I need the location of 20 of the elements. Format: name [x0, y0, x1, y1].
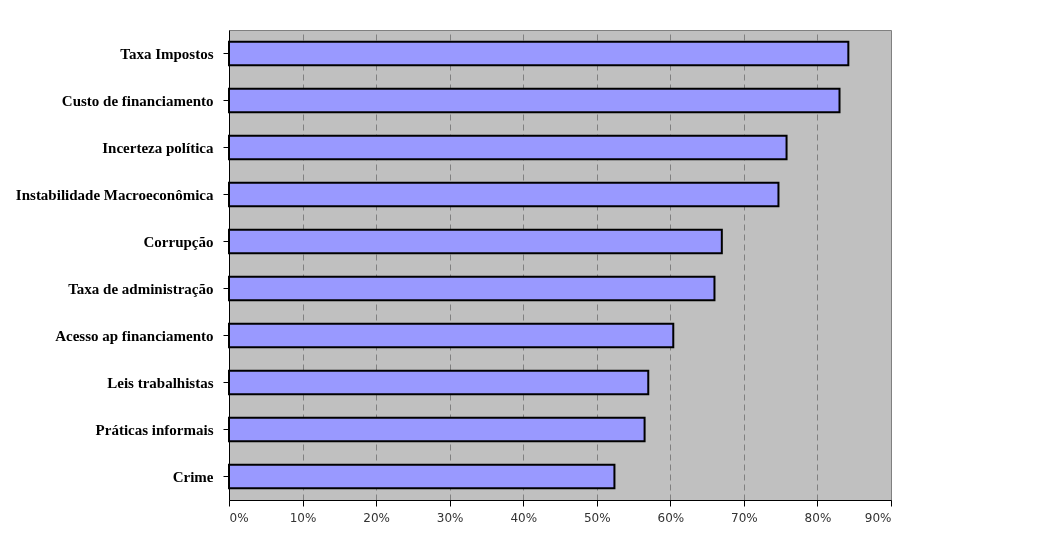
y-tick-label: Crime	[172, 468, 214, 485]
x-tick-label: 20%	[363, 510, 390, 525]
x-tick-label: 40%	[510, 510, 538, 525]
y-tick-label: Custo de financiamento	[61, 92, 214, 109]
y-tick-label: Instabilidade Macroeconômica	[15, 186, 214, 203]
y-tick-label: Taxa Impostos	[120, 45, 214, 62]
x-tick-label: 90%	[864, 510, 892, 525]
x-tick-label: 70%	[731, 510, 758, 525]
x-tick-label: 10%	[289, 510, 317, 525]
y-tick-label: Incerteza política	[102, 139, 214, 156]
y-tick-label: Acesso ap financiamento	[55, 327, 214, 344]
x-tick-label: 80%	[804, 510, 832, 525]
y-tick-label: Leis trabalhistas	[107, 374, 214, 391]
x-tick-label: 60%	[657, 510, 685, 525]
y-tick-label: Taxa de administração	[68, 280, 214, 297]
x-tick-label: 0%	[229, 510, 249, 525]
y-tick-label: Práticas informais	[95, 421, 214, 438]
x-tick-label: 50%	[583, 510, 611, 525]
y-tick-label: Corrupção	[143, 233, 214, 250]
x-tick-label: 30%	[436, 510, 464, 525]
